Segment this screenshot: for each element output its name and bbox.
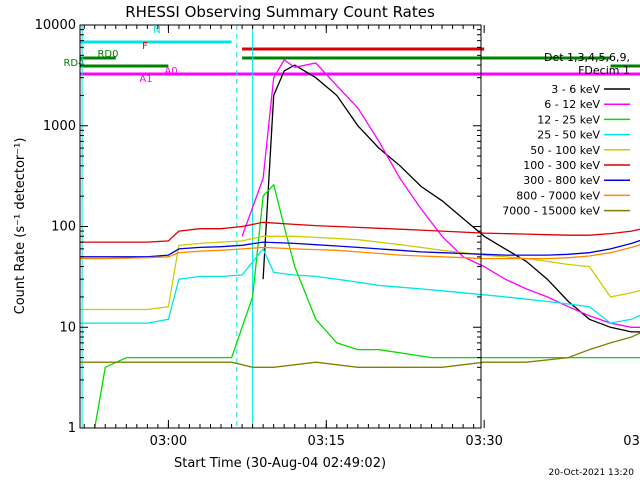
flag-label-rd0: RD0 <box>97 49 118 60</box>
series-line-5 <box>80 221 640 243</box>
flag-label-n: N <box>153 25 160 36</box>
y-axis-ticks: 1 10 100 1000 10000 <box>35 18 481 436</box>
series-line-2 <box>94 183 640 429</box>
x-tick-label: 03:30 <box>465 434 502 449</box>
legend: Det 1,3,4,5,6,9,FDecim 1 3 - 6 keV 6 - 12 … <box>502 51 630 218</box>
x-tick-label: 03:15 <box>308 434 345 449</box>
y-tick-label: 10000 <box>35 18 76 33</box>
y-tick-label: 10 <box>59 320 76 335</box>
y-tick-label: 1 <box>68 421 76 436</box>
series-line-1 <box>241 58 640 328</box>
legend-entry: 25 - 50 keV <box>537 129 600 142</box>
flag-label-a1: A1 <box>139 74 152 85</box>
series-line-0 <box>262 64 640 333</box>
legend-entry: 100 - 300 keV <box>523 159 600 172</box>
flag-label-rd4: RD4 <box>63 58 84 69</box>
y-tick-label: 100 <box>51 220 76 235</box>
series-lines <box>80 58 640 429</box>
legend-entry: 7000 - 15000 keV <box>502 205 600 218</box>
legend-entry: 50 - 100 keV <box>530 144 600 157</box>
chart-title: RHESSI Observing Summary Count Rates <box>125 3 435 21</box>
legend-header: Det 1,3,4,5,6,9, <box>544 51 630 64</box>
x-axis-label: Start Time (30-Aug-04 02:49:02) <box>174 456 386 471</box>
y-tick-label: 1000 <box>43 119 76 134</box>
legend-entry: 300 - 800 keV <box>523 174 600 187</box>
legend-entry: 12 - 25 keV <box>537 113 600 126</box>
x-tick-label: 03:00 <box>150 434 187 449</box>
legend-entry: 800 - 7000 keV <box>516 189 600 202</box>
flag-label-a0: A0 <box>164 66 177 77</box>
flag-label-f: F <box>142 41 148 52</box>
series-line-8 <box>80 332 640 368</box>
series-line-4 <box>80 235 640 311</box>
legend-header: FDecim 1 <box>578 64 630 77</box>
series-line-6 <box>80 239 640 258</box>
x-tick-label: 03:45 <box>623 434 640 449</box>
series-line-7 <box>80 244 640 260</box>
series-line-3 <box>80 247 640 324</box>
footer-date: 20-Oct-2021 13:20 <box>549 468 635 478</box>
legend-entry: 3 - 6 keV <box>551 83 600 96</box>
flag-bars: NF RD0 RD4 A1 A0 <box>63 25 640 85</box>
legend-entry: 6 - 12 keV <box>544 98 600 111</box>
y-axis-label: Count Rate (s⁻¹ detector⁻¹) <box>13 138 28 315</box>
